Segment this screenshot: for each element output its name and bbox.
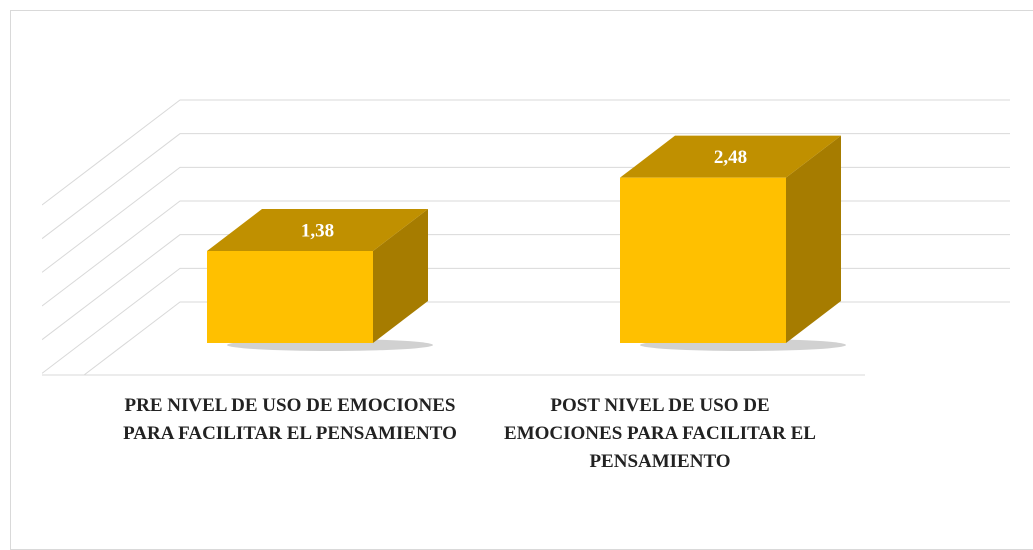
x-tick-label: POST NIVEL DE USO DE EMOCIONES PARA FACI… — [504, 395, 816, 472]
bar-front — [207, 251, 373, 343]
data-label: 1,38 — [301, 220, 334, 241]
bar — [620, 135, 846, 351]
x-tick-label: PRE NIVEL DE USO DE EMOCIONES PARA FACIL… — [123, 395, 457, 444]
grid-line — [42, 133, 1010, 240]
bar-side — [786, 135, 841, 343]
grid-line — [42, 200, 1010, 307]
bar-side — [373, 209, 428, 343]
grid-line — [42, 234, 1010, 341]
bar-top — [620, 135, 841, 178]
bar — [207, 209, 433, 351]
bar-front — [620, 177, 786, 343]
grid-line — [42, 267, 1010, 374]
grid-line — [42, 166, 1010, 273]
data-label: 2,48 — [714, 147, 747, 168]
bar-top — [207, 209, 428, 251]
grid-line — [42, 99, 1010, 206]
